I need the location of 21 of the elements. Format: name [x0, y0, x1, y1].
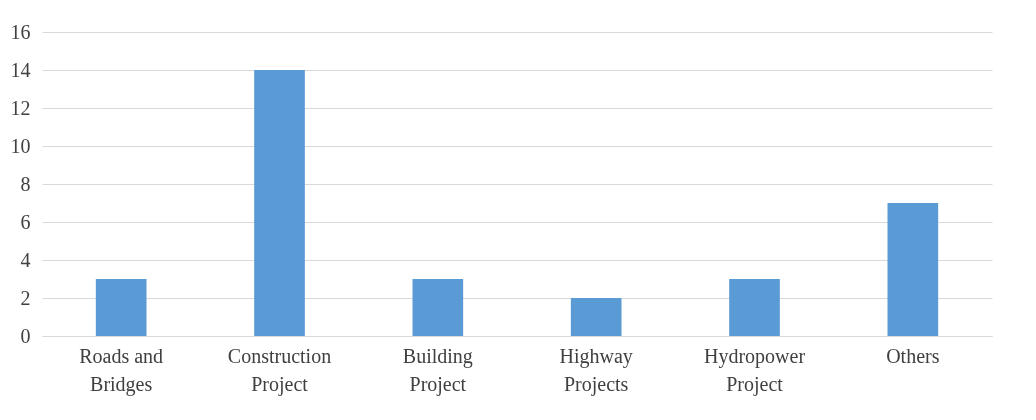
bar: [254, 70, 305, 336]
y-tick-label: 2: [20, 286, 31, 309]
y-tick-label: 16: [10, 20, 31, 43]
x-tick-label: Construction Project: [227, 344, 332, 396]
x-tick-label: Highway Projects: [559, 344, 633, 396]
y-tick-label: 8: [20, 172, 31, 195]
x-tick-label: Roads and Bridges: [79, 344, 164, 396]
bar: [887, 203, 939, 336]
y-tick-label: 4: [20, 248, 31, 271]
x-tick-label: Hydropower Project: [703, 344, 806, 396]
y-tick-label: 14: [10, 58, 31, 81]
y-tick-label: 6: [20, 210, 31, 233]
x-tick-label: Others: [886, 344, 940, 367]
y-tick-label: 0: [20, 324, 31, 347]
bar: [412, 279, 464, 336]
bar: [95, 279, 147, 336]
y-tick-label: 10: [10, 134, 31, 157]
bar: [729, 279, 780, 336]
y-tick-label: 12: [10, 96, 31, 119]
bar: [570, 298, 622, 336]
x-tick-label: Building Project: [402, 344, 473, 396]
